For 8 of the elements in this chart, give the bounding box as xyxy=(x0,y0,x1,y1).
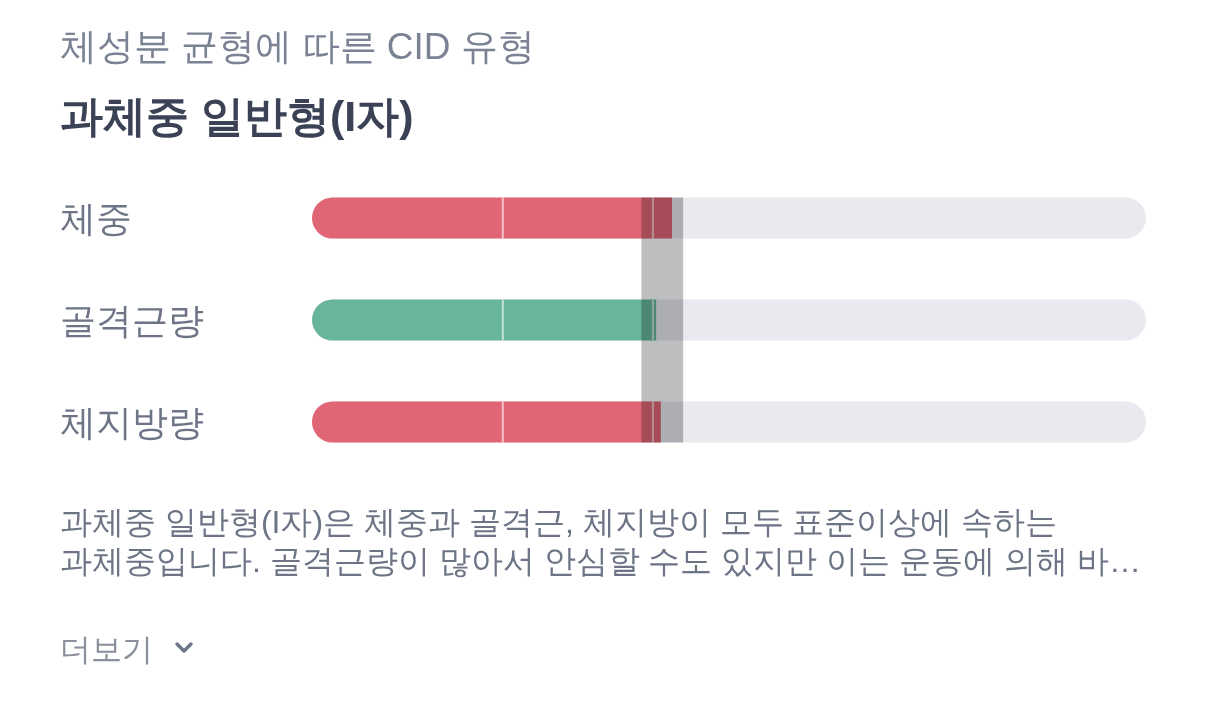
chart-title: 체성분 균형에 따른 CID 유형 xyxy=(60,25,535,67)
y-tick-label: 골격근량 xyxy=(60,299,204,341)
text: 과체중입니다. 골격근량이 많아서 안심할 수도 있지만 이는 운동에 의해 바… xyxy=(60,543,1141,579)
y-tick-label: 체중 xyxy=(60,197,132,239)
chart-subtitle: 과체중 일반형(I자) xyxy=(60,92,414,140)
text: 더보기 xyxy=(60,631,153,667)
y-tick-label: 체지방량 xyxy=(60,401,204,443)
text: 과체중 일반형(I자)은 체중과 골격근, 체지방이 모두 표준이상에 속하는 xyxy=(60,504,1058,540)
